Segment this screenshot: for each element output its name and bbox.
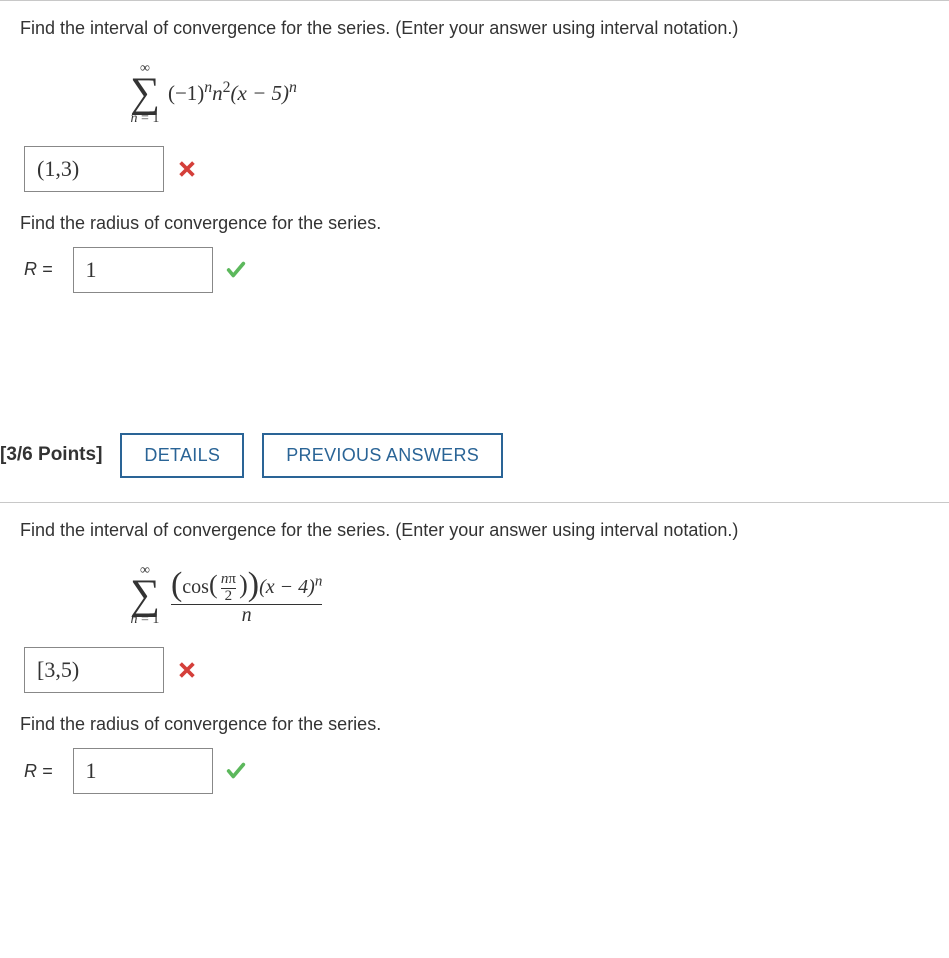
points-label: [3/6 Points] (0, 444, 102, 466)
details-button[interactable]: DETAILS (120, 433, 244, 478)
sigma: ∞ ∑ n = 1 (130, 62, 160, 126)
sigma: ∞ ∑ n = 1 (130, 564, 160, 628)
points-bar: [3/6 Points] DETAILS PREVIOUS ANSWERS (0, 421, 949, 503)
q2-radius-row: R = 1 (24, 748, 929, 794)
correct-icon (225, 760, 247, 782)
sigma-lower: n = 1 (131, 112, 160, 126)
wrong-icon (176, 158, 198, 180)
question-2: Find the interval of convergence for the… (0, 503, 949, 843)
q1-series: ∞ ∑ n = 1 (−1)nn2(x − 5)n (130, 52, 929, 126)
sigma-symbol: ∑ (130, 76, 160, 112)
q2-answer-row: [3,5) (24, 647, 929, 693)
correct-icon (225, 259, 247, 281)
q2-term: (cos( nπ 2 ))(x − 4)n n (168, 565, 325, 627)
q1-radius-row: R = 1 (24, 247, 929, 293)
previous-answers-button[interactable]: PREVIOUS ANSWERS (262, 433, 503, 478)
q2-radius-input[interactable]: 1 (73, 748, 213, 794)
q1-answer-row: (1,3) (24, 146, 929, 192)
q2-interval-input[interactable]: [3,5) (24, 647, 164, 693)
question-1: Find the interval of convergence for the… (0, 0, 949, 341)
q2-sub-prompt: Find the radius of convergence for the s… (20, 711, 929, 738)
q1-radius-input[interactable]: 1 (73, 247, 213, 293)
r-equals-label: R = (24, 259, 53, 280)
q1-term: (−1)nn2(x − 5)n (168, 81, 297, 106)
q1-interval-input[interactable]: (1,3) (24, 146, 164, 192)
sigma-lower: n = 1 (131, 613, 160, 627)
q2-series: ∞ ∑ n = 1 (cos( nπ 2 ))(x − 4)n n (130, 554, 929, 628)
q2-prompt: Find the interval of convergence for the… (20, 517, 929, 544)
q1-prompt: Find the interval of convergence for the… (20, 15, 929, 42)
wrong-icon (176, 659, 198, 681)
q1-sub-prompt: Find the radius of convergence for the s… (20, 210, 929, 237)
r-equals-label: R = (24, 761, 53, 782)
sigma-symbol: ∑ (130, 578, 160, 614)
